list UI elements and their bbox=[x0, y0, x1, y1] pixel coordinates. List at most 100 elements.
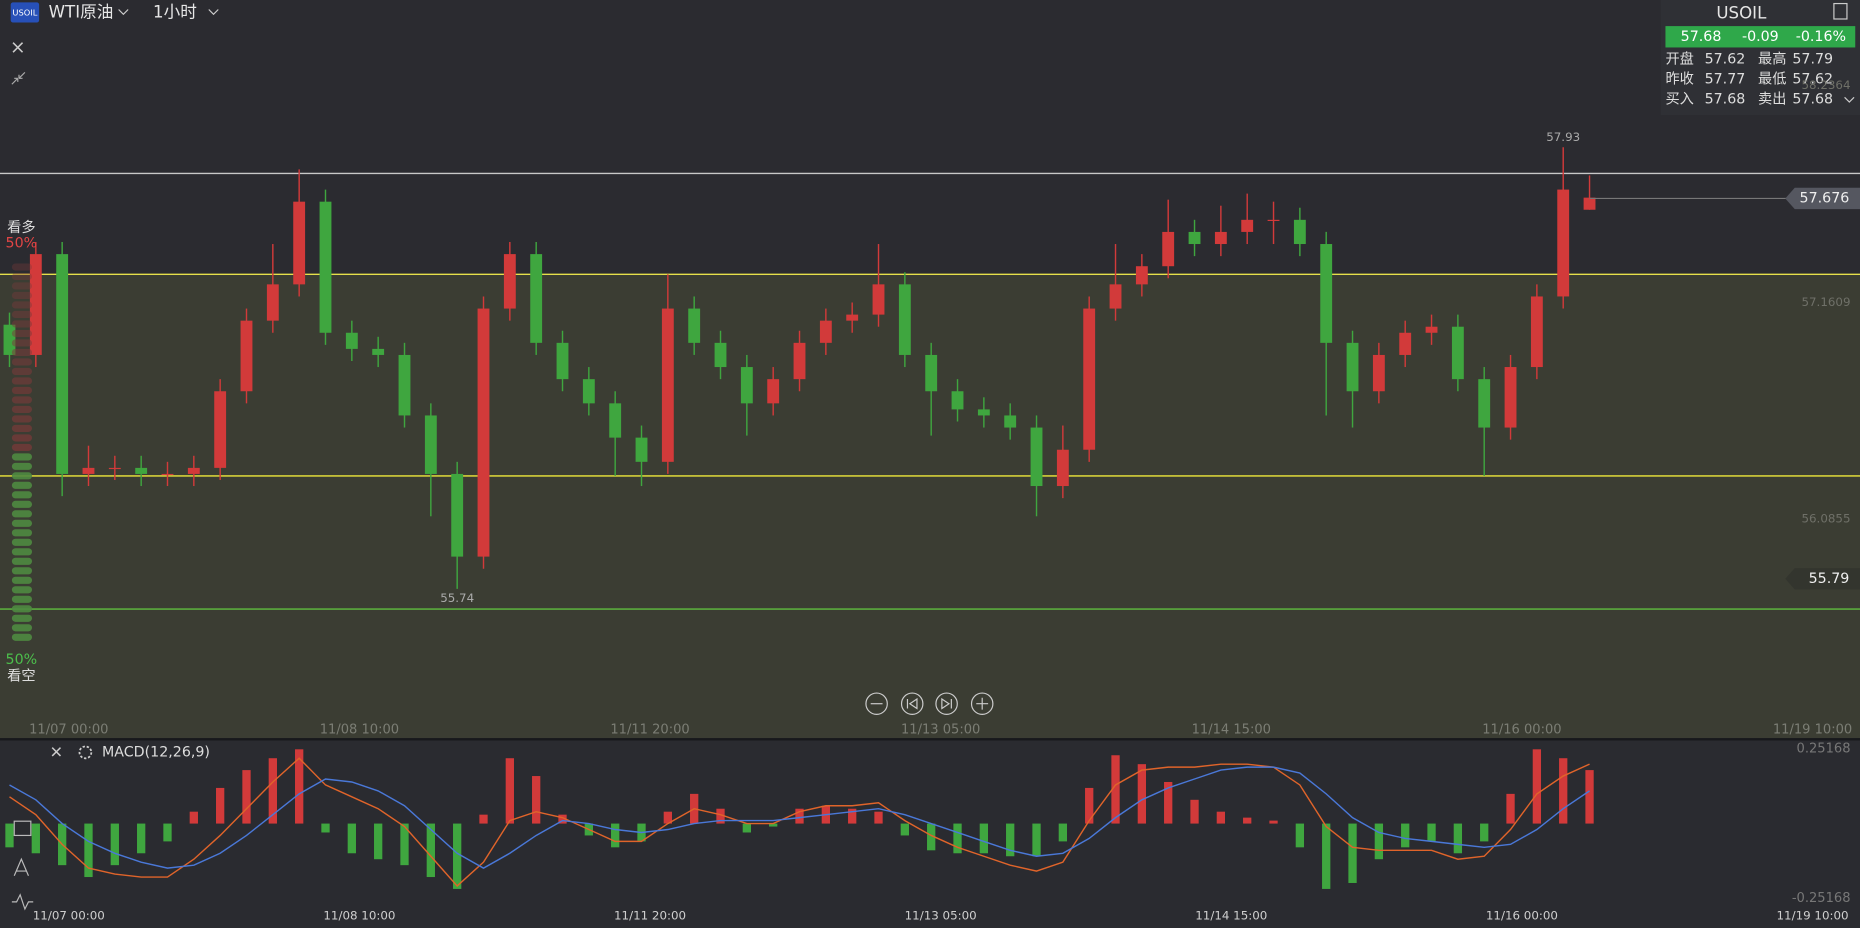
candle-body bbox=[1372, 354, 1385, 392]
macd-bar bbox=[453, 823, 462, 889]
macd-settings[interactable] bbox=[78, 745, 93, 760]
macd-bar bbox=[5, 823, 14, 848]
candle-body bbox=[951, 391, 964, 410]
candle-body bbox=[240, 320, 253, 392]
sentiment-pill bbox=[11, 633, 33, 641]
macd-bar bbox=[295, 749, 304, 824]
macd-label: MACD(12,26,9) bbox=[102, 744, 210, 760]
candle-body bbox=[1557, 189, 1570, 297]
sentiment-pill bbox=[11, 605, 33, 613]
quote-key: 昨收 bbox=[1665, 71, 1693, 88]
sentiment-pill bbox=[11, 396, 33, 404]
candle-body bbox=[424, 415, 437, 474]
chevron[interactable] bbox=[1844, 96, 1855, 103]
sentiment-pill bbox=[11, 320, 33, 328]
symbol[interactable]: WTI原油 bbox=[49, 3, 114, 22]
macd-bar bbox=[163, 823, 172, 842]
quote-value: 57.62 bbox=[1705, 51, 1746, 67]
macd-tick-label: 0.25168 bbox=[1797, 741, 1851, 756]
sentiment-pill bbox=[11, 529, 33, 537]
macd-bar bbox=[953, 823, 962, 854]
candle-body bbox=[1320, 244, 1333, 343]
macd-bar bbox=[1532, 749, 1542, 824]
time-label: 11/08 10:00 bbox=[320, 722, 399, 737]
time-label: 11/14 15:00 bbox=[1192, 722, 1271, 737]
macd-bar bbox=[400, 823, 409, 866]
macd-bar bbox=[110, 823, 119, 866]
macd-time-label: 11/07 00:00 bbox=[33, 909, 105, 923]
macd-close[interactable] bbox=[51, 747, 62, 757]
sentiment-pill bbox=[11, 614, 33, 622]
tool-icon[interactable] bbox=[13, 820, 32, 837]
to-start[interactable] bbox=[900, 692, 924, 715]
candle-body bbox=[345, 332, 358, 349]
macd-bar bbox=[1401, 823, 1410, 848]
candle-body bbox=[819, 320, 832, 343]
chevron[interactable] bbox=[118, 9, 129, 16]
bull-pct: 50% bbox=[6, 235, 38, 251]
zone bbox=[0, 274, 1860, 739]
nav bbox=[865, 692, 994, 715]
sentiment-pill bbox=[11, 557, 33, 565]
quote-bar bbox=[1665, 26, 1856, 48]
macd-time-label: 11/08 10:00 bbox=[323, 909, 395, 923]
sentiment-pill bbox=[11, 548, 33, 556]
sentiment-pill bbox=[11, 386, 33, 394]
macd-time-label: 11/16 00:00 bbox=[1486, 909, 1558, 923]
quote-change-pct: -0.16% bbox=[1796, 29, 1846, 45]
macd-bar bbox=[1322, 823, 1331, 889]
interval[interactable]: 1小时 bbox=[153, 3, 197, 22]
candle-body bbox=[503, 254, 516, 309]
candle-body bbox=[714, 342, 727, 368]
sentiment-pill bbox=[11, 291, 33, 300]
candle-body bbox=[477, 308, 490, 557]
to-end[interactable] bbox=[935, 692, 958, 715]
quote-change: -0.09 bbox=[1742, 29, 1779, 45]
tool-icon[interactable] bbox=[13, 857, 30, 877]
last-price-label: 57.676 bbox=[1800, 190, 1850, 206]
candle-body bbox=[1346, 342, 1359, 392]
candle-body bbox=[135, 467, 148, 474]
candle-body bbox=[372, 348, 385, 355]
sentiment-pill bbox=[11, 462, 33, 470]
macd-bar bbox=[479, 814, 488, 824]
macd-bar bbox=[1111, 755, 1120, 824]
y-tick-label: 57.1609 bbox=[1801, 295, 1850, 309]
macd-bar bbox=[374, 823, 383, 860]
macd-bar bbox=[716, 808, 725, 824]
zoom-in[interactable] bbox=[970, 692, 994, 715]
macd-bar bbox=[137, 823, 146, 854]
zoom-out[interactable] bbox=[865, 692, 888, 715]
sentiment-pill bbox=[11, 510, 33, 518]
tool-icon[interactable] bbox=[11, 893, 34, 911]
shrink-icon[interactable] bbox=[11, 71, 26, 85]
chevron[interactable] bbox=[208, 9, 219, 16]
sentiment-bar bbox=[11, 263, 33, 641]
quote-key: 最高 bbox=[1758, 50, 1786, 67]
candle-body bbox=[635, 437, 648, 462]
export-icon[interactable] bbox=[1833, 2, 1848, 20]
macd-bar bbox=[1058, 823, 1068, 842]
macd-time-label: 11/14 15:00 bbox=[1195, 909, 1267, 923]
candle-body bbox=[872, 284, 885, 315]
candle-body bbox=[1030, 427, 1043, 487]
time-label: 11/13 05:00 bbox=[901, 722, 980, 737]
sentiment-pill bbox=[11, 443, 33, 451]
sentiment-pill bbox=[11, 500, 33, 508]
candle-body bbox=[82, 467, 95, 474]
macd-bar bbox=[242, 770, 251, 824]
candle-body bbox=[793, 342, 806, 380]
macd-bar bbox=[1559, 758, 1568, 824]
macd-bar bbox=[321, 823, 330, 833]
plot bbox=[0, 147, 1860, 889]
close-icon[interactable] bbox=[12, 42, 24, 53]
candle-body bbox=[319, 201, 332, 333]
macd-bar bbox=[1585, 770, 1594, 824]
macd-bar bbox=[663, 811, 672, 824]
quote-name: USOIL bbox=[1716, 4, 1767, 23]
candle-body bbox=[1214, 231, 1227, 245]
time-label: 11/19 10:00 bbox=[1773, 722, 1852, 737]
macd-bar bbox=[611, 823, 620, 848]
sentiment-pill bbox=[11, 624, 33, 632]
sentiment-pill bbox=[11, 567, 33, 575]
